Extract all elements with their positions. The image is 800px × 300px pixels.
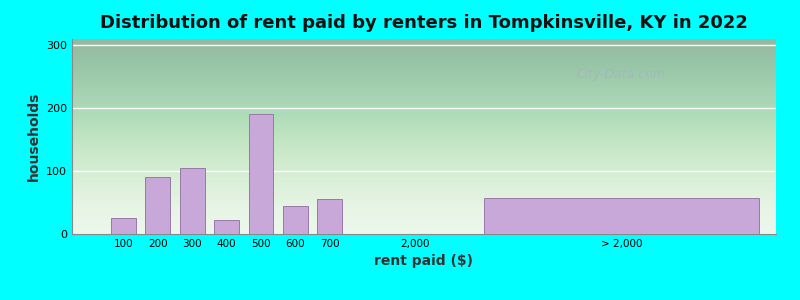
Y-axis label: households: households	[26, 92, 41, 181]
Bar	[283, 206, 307, 234]
Bar	[317, 200, 342, 234]
Text: City-Data.com: City-Data.com	[577, 68, 666, 81]
Bar	[180, 168, 205, 234]
Bar	[249, 115, 274, 234]
Bar	[214, 220, 239, 234]
Bar	[484, 197, 759, 234]
Title: Distribution of rent paid by renters in Tompkinsville, KY in 2022: Distribution of rent paid by renters in …	[100, 14, 748, 32]
Bar	[146, 177, 170, 234]
X-axis label: rent paid ($): rent paid ($)	[374, 254, 474, 268]
Bar	[111, 218, 136, 234]
